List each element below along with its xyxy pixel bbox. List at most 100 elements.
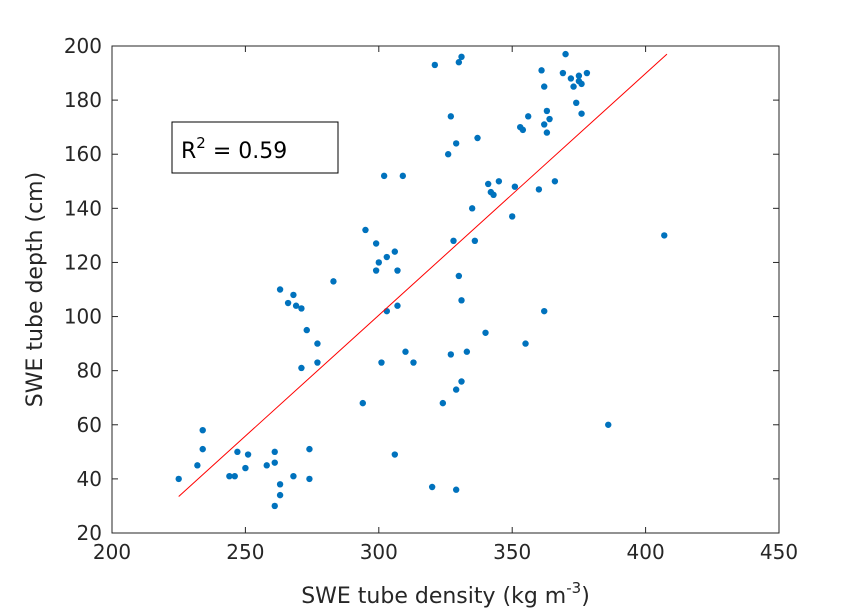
annotation-box (171, 121, 339, 174)
data-point (314, 340, 321, 347)
data-point (402, 348, 409, 355)
data-point (394, 302, 401, 309)
data-point (391, 248, 399, 255)
data-point (484, 180, 492, 188)
y-tick-label: 200 (64, 34, 102, 58)
data-point (175, 475, 182, 483)
data-point (306, 445, 313, 453)
data-point (511, 183, 519, 190)
data-point (383, 253, 391, 261)
data-point (271, 459, 278, 466)
data-point (439, 399, 447, 407)
x-tick-label: 350 (493, 540, 531, 564)
data-point (306, 475, 313, 483)
data-point (519, 126, 527, 134)
x-tick-label: 450 (760, 540, 798, 564)
data-point (263, 462, 270, 469)
data-point (271, 448, 278, 456)
x-tick-label: 200 (93, 540, 131, 564)
data-point (661, 232, 668, 239)
data-point (276, 481, 284, 488)
data-point (394, 267, 401, 274)
data-point (444, 151, 452, 158)
data-point (194, 462, 201, 469)
y-tick-label: 140 (64, 196, 102, 220)
data-point (284, 299, 292, 307)
data-point (298, 305, 305, 312)
data-point (605, 421, 612, 428)
data-point (431, 61, 439, 69)
data-point (290, 291, 297, 299)
data-point (375, 259, 382, 266)
data-point (391, 451, 399, 458)
data-point (276, 286, 284, 293)
data-point (372, 267, 380, 274)
data-point (383, 307, 391, 315)
data-point (541, 121, 548, 128)
data-point (573, 99, 580, 107)
data-point (578, 110, 585, 117)
data-point (458, 297, 465, 304)
data-point (522, 340, 529, 347)
data-point (447, 351, 455, 358)
data-point (562, 50, 569, 58)
data-point (330, 278, 337, 285)
data-points (175, 50, 668, 510)
y-tick-label: 120 (64, 250, 102, 274)
data-point (541, 83, 548, 90)
data-point (578, 80, 585, 88)
data-point (234, 448, 241, 456)
x-axis-label: SWE tube density (kg m-3) (301, 579, 590, 609)
data-point (575, 72, 583, 79)
data-point (455, 59, 463, 66)
data-point (428, 483, 436, 491)
data-point (525, 113, 532, 120)
y-tick-label: 20 (77, 521, 102, 545)
data-point (271, 502, 278, 510)
data-point (372, 240, 380, 247)
data-point (199, 445, 206, 453)
data-point (471, 237, 479, 244)
y-tick-label: 100 (64, 305, 102, 329)
data-point (559, 69, 567, 77)
data-point (231, 472, 238, 480)
y-tick-label: 40 (77, 467, 102, 491)
data-point (541, 307, 548, 315)
data-point (410, 359, 417, 366)
data-point (490, 191, 497, 199)
data-point (298, 364, 305, 372)
data-point (463, 348, 471, 355)
data-point (538, 67, 545, 74)
x-tick-label: 400 (627, 540, 665, 564)
data-point (452, 386, 460, 393)
y-tick-label: 60 (77, 413, 102, 437)
data-point (314, 359, 321, 366)
data-point (447, 113, 455, 120)
x-tick-label: 250 (226, 540, 264, 564)
y-tick-label: 180 (64, 88, 102, 112)
data-point (303, 326, 310, 334)
data-point (535, 186, 543, 193)
data-point (474, 134, 481, 142)
y-axis-label: SWE tube depth (cm) (23, 172, 48, 407)
data-point (543, 129, 551, 136)
regression-line (178, 53, 668, 497)
data-point (290, 472, 297, 480)
data-point (276, 491, 284, 499)
data-point (452, 486, 460, 493)
data-point (455, 272, 463, 280)
data-point (551, 178, 559, 185)
r-squared-annotation: R2 = 0.59 (171, 121, 339, 174)
r-squared-text: R2 = 0.59 (181, 134, 287, 164)
y-tick-label: 80 (77, 359, 102, 383)
data-point (378, 359, 385, 366)
data-point (199, 426, 206, 434)
data-point (458, 53, 465, 61)
data-point (509, 213, 516, 220)
data-point (452, 140, 460, 147)
data-point (359, 399, 366, 407)
data-point (362, 226, 369, 234)
data-point (458, 378, 465, 385)
data-point (399, 172, 407, 180)
